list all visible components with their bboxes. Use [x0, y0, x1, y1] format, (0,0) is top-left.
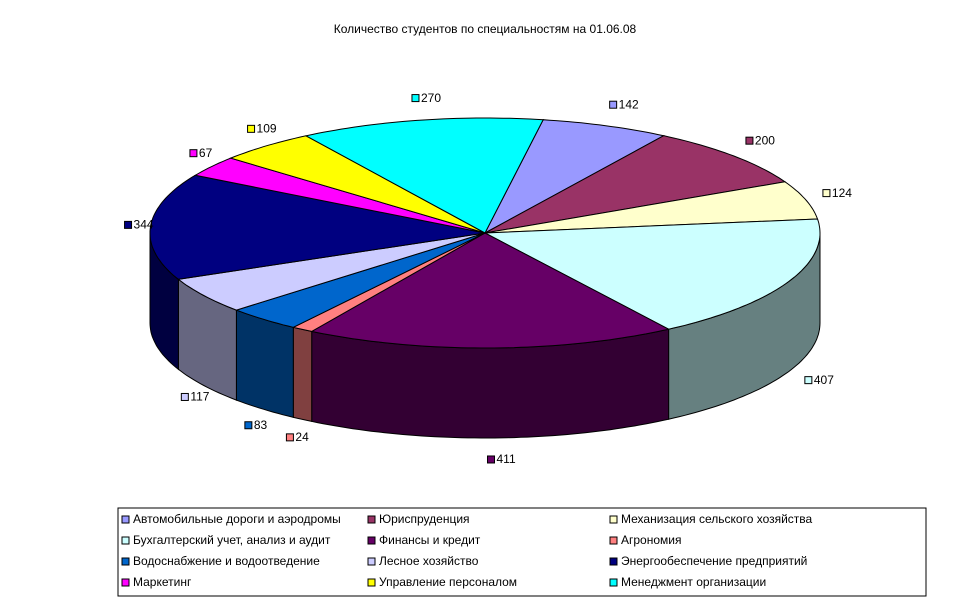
label-key [411, 94, 420, 103]
legend-key [609, 557, 618, 566]
legend-label: Финансы и кредит [379, 533, 481, 547]
data-label: 270 [421, 91, 441, 105]
label-key [745, 136, 754, 145]
pie-slice [229, 135, 486, 234]
legend-key [367, 557, 376, 566]
label-key [244, 421, 253, 430]
legend-label: Энергообеспечение предприятий [621, 554, 807, 568]
data-label: 411 [497, 452, 516, 466]
pie-slice [484, 135, 787, 234]
label-key [285, 433, 294, 442]
label-key [180, 392, 189, 401]
legend-label: Бухгалтерский учет, анализ и аудит [133, 533, 331, 547]
pie-slice [484, 181, 819, 234]
legend-key [121, 557, 130, 566]
legend-key [609, 515, 618, 524]
data-label: 24 [295, 430, 309, 444]
legend-key [367, 515, 376, 524]
chart-title: Количество студентов по специальностям н… [334, 22, 637, 36]
data-label: 344 [134, 218, 154, 232]
legend-key [121, 578, 130, 587]
data-label: 142 [619, 97, 639, 111]
legend-key [367, 536, 376, 545]
data-label: 117 [190, 390, 209, 404]
label-key [189, 149, 198, 158]
legend-key [121, 536, 130, 545]
legend-label: Управление персоналом [379, 575, 517, 589]
data-label: 83 [254, 418, 268, 432]
pie-slice [177, 232, 486, 311]
legend-label: Менеджмент организации [621, 575, 766, 589]
pie-slice [483, 218, 821, 330]
legend-key [609, 578, 618, 587]
legend-label: Агрономия [621, 533, 681, 547]
label-key [124, 220, 133, 229]
legend-label: Маркетинг [133, 575, 192, 589]
pie-slice [310, 232, 671, 349]
label-key [822, 189, 831, 198]
label-key [487, 455, 496, 464]
label-key [609, 100, 618, 109]
legend-box [117, 507, 927, 597]
legend-key [609, 536, 618, 545]
pie-slice [234, 232, 486, 328]
pie-slice [149, 174, 486, 280]
legend-label: Водоснабжение и водоотведение [133, 554, 320, 568]
pie-slice [304, 117, 545, 234]
legend-label: Механизация сельского хозяйства [621, 512, 813, 526]
pie-side [292, 326, 313, 423]
data-label: 67 [199, 146, 213, 160]
legend-label: Лесное хозяйство [379, 554, 479, 568]
data-label: 109 [257, 122, 277, 136]
pie-slice [193, 157, 486, 234]
data-label: 407 [814, 373, 834, 387]
legend-key [367, 578, 376, 587]
legend-label: Юриспруденция [379, 512, 470, 526]
data-label: 200 [755, 133, 775, 147]
label-key [247, 124, 256, 133]
legend-label: Автомобильные дороги и аэродромы [133, 512, 341, 526]
pie-side [235, 309, 294, 418]
legend-key [121, 515, 130, 524]
label-key [804, 376, 813, 385]
pie-slice [483, 119, 666, 235]
data-label: 124 [832, 186, 852, 200]
